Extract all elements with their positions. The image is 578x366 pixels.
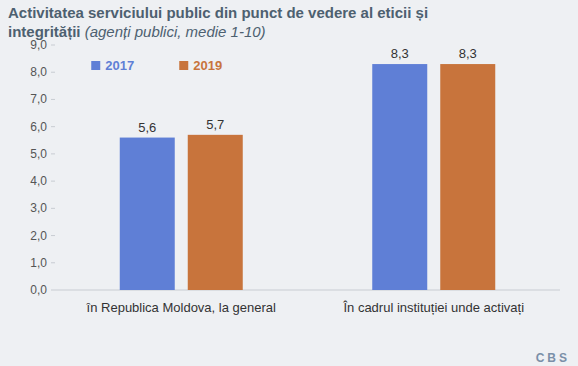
y-tick <box>51 72 55 73</box>
annotation: CBS <box>536 351 570 365</box>
legend: 2017 2019 <box>91 58 222 73</box>
x-tick-label: în Republica Moldova, la general <box>86 300 276 315</box>
bars <box>120 64 496 290</box>
y-tick-label: 8,0 <box>30 65 47 79</box>
y-tick <box>51 153 55 154</box>
data-label: 8,3 <box>459 46 477 61</box>
subtitle: (agenți publici, medie 1-10) <box>85 23 266 40</box>
data-label: 8,3 <box>391 46 409 61</box>
y-tick <box>51 126 55 127</box>
title-block: Activitatea serviciului public din punct… <box>8 3 478 41</box>
bar <box>120 138 175 290</box>
legend-label: 2019 <box>193 58 222 73</box>
legend-label: 2017 <box>105 58 134 73</box>
legend-swatch <box>91 61 100 70</box>
y-tick-label: 4,0 <box>30 174 47 188</box>
y-tick <box>51 181 55 182</box>
bar <box>372 64 427 290</box>
y-tick <box>51 290 55 291</box>
y-tick-label: 5,0 <box>30 147 47 161</box>
legend-swatch <box>179 61 188 70</box>
data-label: 5,6 <box>138 120 156 135</box>
y-tick <box>51 235 55 236</box>
y-tick <box>51 45 55 46</box>
labels: 5,6 5,7 8,3 8,3 <box>138 46 477 135</box>
y-tick-label: 3,0 <box>30 201 47 215</box>
bar <box>440 64 495 290</box>
data-label: 5,7 <box>206 117 224 132</box>
y-tick <box>51 262 55 263</box>
y-tick <box>51 208 55 209</box>
y-tick-label: 7,0 <box>30 92 47 106</box>
y-tick-label: 6,0 <box>30 120 47 134</box>
y-tick-label: 2,0 <box>30 229 47 243</box>
y-tick-label: 0,0 <box>30 283 47 297</box>
bar <box>188 135 243 290</box>
y-tick <box>51 99 55 100</box>
x-tick-label: În cadrul instituției unde activați <box>342 300 524 315</box>
chart: 0,0 1,0 2,0 3,0 4,0 5,0 6,0 7,0 8,0 9,0 5,6 5,7 8,3 8… <box>0 0 578 366</box>
y-tick-label: 9,0 <box>30 38 47 52</box>
y-tick-label: 1,0 <box>30 256 47 270</box>
